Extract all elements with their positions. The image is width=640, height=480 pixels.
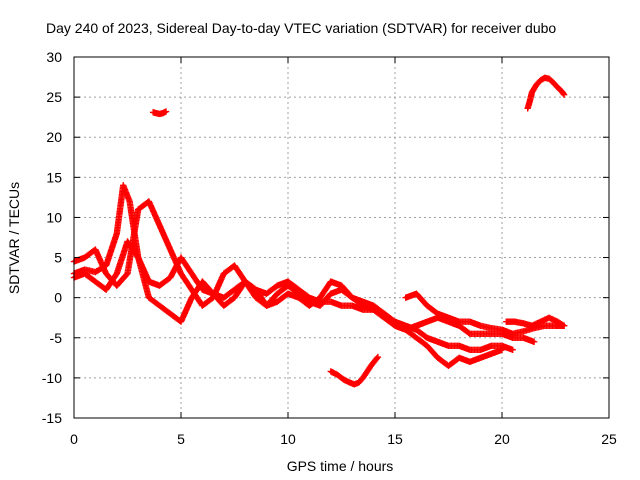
series-arc-h [149, 108, 170, 118]
data-marks-arc-h [149, 108, 170, 118]
series-arc-d [402, 290, 568, 337]
axis-ticks: 0 5 10 15 20 25 -15 -10 -5 0 5 10 15 20 25 30 [42, 49, 617, 447]
y-tick-label: 0 [54, 290, 62, 306]
y-tick-label: -15 [42, 410, 62, 426]
y-tick-label: 5 [54, 250, 62, 266]
plot-frame [73, 56, 610, 419]
series-arc-g [524, 74, 568, 112]
x-axis-label: GPS time / hours [287, 458, 394, 474]
series-arc-e [503, 314, 568, 329]
x-tick-label: 20 [494, 431, 510, 447]
data-marks-arc-g [524, 74, 568, 112]
y-tick-label: 25 [46, 89, 62, 105]
y-tick-label: 20 [46, 129, 62, 145]
y-axis-label: SDTVAR / TECUs [6, 182, 22, 294]
data-marks-arc-e [503, 314, 568, 329]
data-marks-arc-f [327, 353, 382, 388]
x-tick-label: 0 [70, 431, 78, 447]
y-tick-label: -5 [50, 330, 63, 346]
y-tick-label: -10 [42, 370, 62, 386]
y-tick-label: 30 [46, 49, 62, 65]
chart-title: Day 240 of 2023, Sidereal Day-to-day VTE… [46, 20, 556, 36]
series-arc-f [327, 353, 382, 388]
data-marks-arc-d [402, 290, 568, 337]
y-tick-label: 10 [46, 209, 62, 225]
x-tick-label: 25 [601, 431, 617, 447]
x-tick-label: 10 [280, 431, 296, 447]
y-tick-label: 15 [46, 169, 62, 185]
x-tick-label: 15 [387, 431, 403, 447]
x-tick-label: 5 [177, 431, 185, 447]
